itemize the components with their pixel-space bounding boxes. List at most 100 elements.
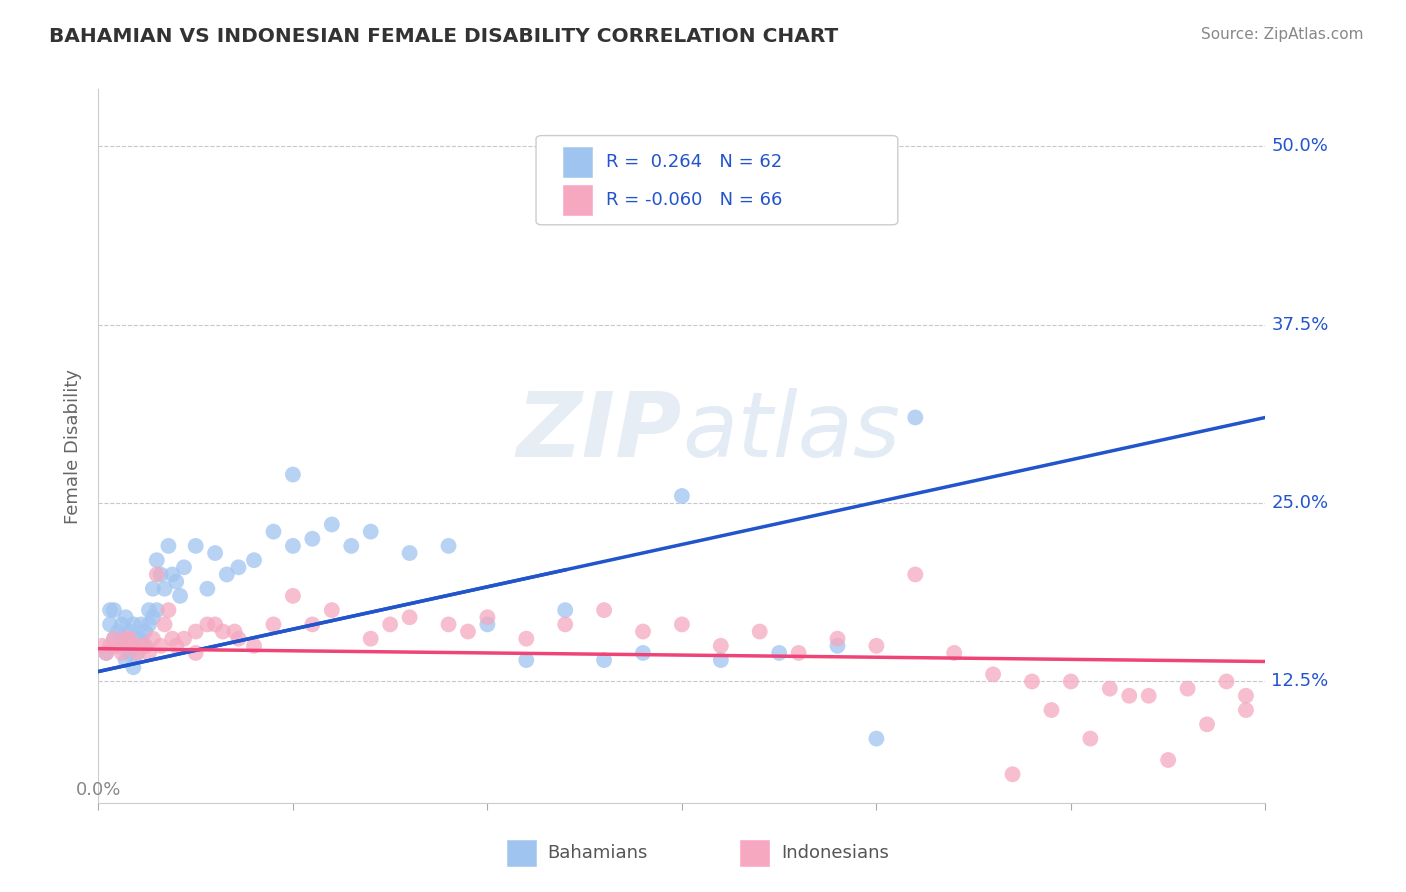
Point bbox=[138, 617, 160, 632]
Point bbox=[943, 646, 966, 660]
Point bbox=[173, 560, 195, 574]
Point bbox=[96, 646, 118, 660]
Text: atlas: atlas bbox=[682, 388, 900, 475]
Point bbox=[153, 582, 176, 596]
Point bbox=[111, 646, 134, 660]
Point bbox=[184, 646, 207, 660]
Point bbox=[515, 632, 537, 646]
Point bbox=[173, 632, 195, 646]
Point bbox=[1177, 681, 1199, 696]
Point bbox=[228, 632, 250, 646]
Text: 12.5%: 12.5% bbox=[1271, 673, 1329, 690]
Point bbox=[134, 639, 156, 653]
Point bbox=[157, 539, 180, 553]
Point bbox=[1001, 767, 1024, 781]
Point bbox=[281, 539, 304, 553]
Point bbox=[107, 639, 129, 653]
Point bbox=[146, 567, 169, 582]
Point bbox=[1157, 753, 1180, 767]
Point bbox=[129, 632, 152, 646]
Point bbox=[138, 646, 160, 660]
Point bbox=[114, 632, 136, 646]
Point bbox=[340, 539, 363, 553]
Point bbox=[554, 603, 576, 617]
Point bbox=[146, 553, 169, 567]
Point bbox=[1118, 689, 1140, 703]
Point bbox=[262, 524, 284, 539]
Point bbox=[1137, 689, 1160, 703]
Point bbox=[204, 617, 226, 632]
Point bbox=[98, 603, 121, 617]
Text: 50.0%: 50.0% bbox=[1271, 137, 1329, 155]
Point bbox=[243, 639, 266, 653]
Point bbox=[146, 603, 169, 617]
Point bbox=[515, 653, 537, 667]
FancyBboxPatch shape bbox=[562, 185, 592, 215]
Point bbox=[243, 553, 266, 567]
Point bbox=[142, 632, 165, 646]
Point bbox=[865, 731, 887, 746]
Point bbox=[215, 567, 238, 582]
Point bbox=[1098, 681, 1121, 696]
Point bbox=[593, 603, 616, 617]
Point bbox=[593, 653, 616, 667]
Point bbox=[129, 617, 152, 632]
Point bbox=[671, 617, 693, 632]
Point bbox=[114, 632, 136, 646]
Point bbox=[134, 624, 156, 639]
Point bbox=[321, 517, 343, 532]
Point bbox=[224, 624, 246, 639]
Point bbox=[103, 632, 125, 646]
Point bbox=[457, 624, 479, 639]
Point bbox=[904, 567, 927, 582]
Point bbox=[111, 632, 134, 646]
Point bbox=[281, 467, 304, 482]
Point bbox=[91, 639, 114, 653]
Point bbox=[1215, 674, 1237, 689]
Point bbox=[195, 617, 218, 632]
Point bbox=[281, 589, 304, 603]
Text: R =  0.264   N = 62: R = 0.264 N = 62 bbox=[606, 153, 782, 171]
Point bbox=[118, 624, 141, 639]
Point bbox=[107, 639, 129, 653]
Point bbox=[827, 639, 849, 653]
Point bbox=[380, 617, 402, 632]
Point bbox=[122, 639, 145, 653]
Point bbox=[827, 632, 849, 646]
Point bbox=[631, 624, 654, 639]
Point bbox=[114, 653, 136, 667]
Text: Indonesians: Indonesians bbox=[782, 844, 889, 862]
Point bbox=[1195, 717, 1218, 731]
Point bbox=[748, 624, 770, 639]
Point bbox=[138, 603, 160, 617]
Text: ZIP: ZIP bbox=[516, 388, 682, 475]
FancyBboxPatch shape bbox=[536, 136, 898, 225]
Text: 0.0%: 0.0% bbox=[76, 781, 121, 799]
Point bbox=[1234, 689, 1257, 703]
Point bbox=[122, 660, 145, 674]
Point bbox=[301, 532, 323, 546]
FancyBboxPatch shape bbox=[508, 840, 536, 865]
Text: BAHAMIAN VS INDONESIAN FEMALE DISABILITY CORRELATION CHART: BAHAMIAN VS INDONESIAN FEMALE DISABILITY… bbox=[49, 27, 838, 45]
Point bbox=[165, 639, 187, 653]
Point bbox=[96, 646, 118, 660]
Point bbox=[360, 524, 382, 539]
Point bbox=[981, 667, 1004, 681]
Point bbox=[631, 646, 654, 660]
Point bbox=[671, 489, 693, 503]
Point bbox=[710, 653, 733, 667]
Point bbox=[554, 617, 576, 632]
Point bbox=[111, 617, 134, 632]
Point bbox=[127, 646, 149, 660]
Point bbox=[1234, 703, 1257, 717]
Point bbox=[162, 632, 184, 646]
Point bbox=[437, 617, 460, 632]
Point bbox=[134, 639, 156, 653]
Point bbox=[118, 632, 141, 646]
Point bbox=[787, 646, 810, 660]
Point bbox=[195, 582, 218, 596]
Point bbox=[1021, 674, 1043, 689]
Point bbox=[149, 639, 172, 653]
Point bbox=[114, 610, 136, 624]
Point bbox=[107, 624, 129, 639]
